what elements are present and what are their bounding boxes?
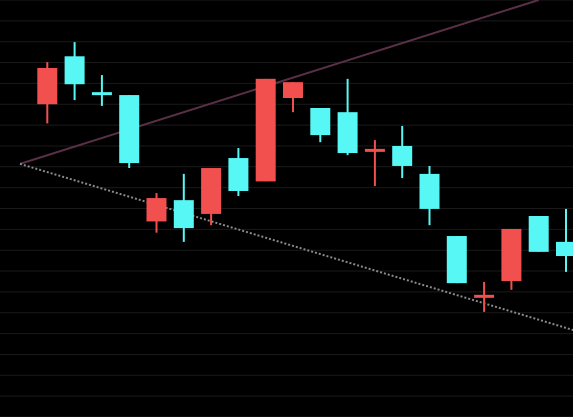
candle-10	[283, 82, 303, 113]
candle-body	[201, 168, 222, 214]
candle-body	[146, 198, 167, 222]
candle-body	[501, 228, 522, 282]
candle-15	[419, 165, 440, 226]
candle-6	[173, 173, 194, 242]
candle-3	[91, 75, 112, 106]
candle-16	[446, 236, 467, 284]
candle-body	[228, 158, 249, 191]
candle-7	[201, 168, 222, 226]
candle-body	[64, 56, 85, 85]
candle-body	[37, 67, 58, 105]
trendlines	[19, 0, 573, 332]
candle-body	[474, 294, 495, 298]
candle-11	[310, 108, 331, 143]
candles	[37, 42, 573, 312]
candle-12	[337, 78, 358, 156]
candle-17	[474, 281, 495, 312]
candle-18	[501, 228, 522, 290]
candle-body	[310, 108, 331, 136]
candle-body	[173, 200, 194, 229]
candle-body	[119, 95, 140, 164]
upper-trendline	[19, 0, 540, 165]
candle-5	[146, 193, 167, 233]
candle-body	[392, 145, 413, 166]
candle-4	[119, 95, 140, 169]
candle-body	[419, 173, 440, 209]
candle-14	[392, 125, 413, 179]
candle-body	[446, 236, 467, 284]
candle-1	[37, 62, 58, 124]
candle-8	[228, 148, 249, 196]
candle-body	[255, 78, 276, 182]
candle-body	[337, 112, 358, 154]
candle-body	[364, 148, 385, 152]
candle-19	[528, 216, 549, 252]
candle-body	[556, 241, 573, 257]
candle-9	[255, 78, 276, 182]
candle-13	[364, 140, 385, 186]
candle-body	[91, 92, 112, 96]
candle-2	[64, 42, 85, 101]
candle-20	[556, 208, 573, 272]
candle-body	[283, 82, 303, 98]
candle-body	[528, 216, 549, 252]
